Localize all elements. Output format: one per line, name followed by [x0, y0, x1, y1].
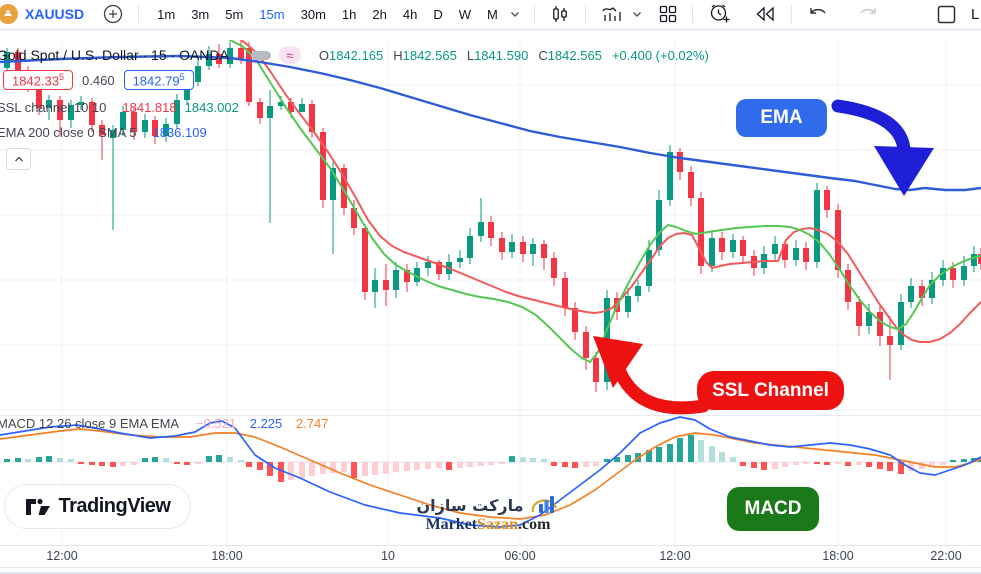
macd-annotation-label: MACD: [727, 487, 819, 531]
timeframe-button-1m[interactable]: 1m: [157, 6, 176, 22]
marketsazan-watermark: مارکت سازان MarketSazan.com: [383, 492, 593, 534]
time-label: 18:00: [211, 549, 243, 563]
ema-arrow-icon: [831, 99, 934, 196]
timeframe-button-2h[interactable]: 2h: [372, 6, 387, 22]
timeframe-chevron-icon[interactable]: [506, 2, 524, 26]
watermark-site-text: MarketSazan.com: [425, 516, 551, 533]
clipped-right-text: L: [971, 5, 980, 23]
low-label: L: [466, 47, 475, 63]
ssl-red-value: 1841.818: [122, 100, 177, 115]
toolbar-divider: [533, 5, 535, 23]
close-label: C: [538, 47, 548, 63]
watermark-bars-icon: [531, 496, 557, 513]
undo-icon[interactable]: [802, 2, 834, 26]
watermark-persian-text: مارکت سازان: [416, 495, 524, 515]
ssl-green-value: 1843.002: [184, 100, 239, 115]
timeframe-button-4h[interactable]: 4h: [402, 6, 418, 22]
symbol-legend-row: Gold Spot / U.S. Dollar · 15 · OANDA ≈ O…: [0, 46, 709, 64]
redo-icon[interactable]: [852, 2, 884, 26]
quote-row: 1842.335 0.460 1842.795: [3, 70, 194, 91]
bar-replay-icon[interactable]: [749, 2, 781, 26]
axis-separator: [0, 545, 981, 546]
chart-title[interactable]: Gold Spot / U.S. Dollar · 15 · OANDA: [0, 47, 229, 63]
high-value: 1842.565: [402, 47, 457, 63]
high-label: H: [393, 47, 403, 63]
toolbar-divider: [138, 5, 140, 23]
timeframe-button-3m[interactable]: 3m: [191, 6, 210, 22]
chart-style-candles-icon[interactable]: [545, 2, 575, 26]
tradingview-logo[interactable]: TradingView: [4, 484, 191, 529]
time-axis[interactable]: 12:00 18:00 10 06:00 12:00 18:00 22:00: [0, 546, 981, 567]
macd-chart[interactable]: [0, 415, 981, 545]
macd-signal-value: 2.747: [295, 416, 329, 431]
price-chart[interactable]: [0, 40, 981, 415]
toolbar-divider: [790, 5, 792, 23]
ema-indicator-label: EMA 200 close 0 SMA 5: [0, 125, 137, 140]
sell-price-button[interactable]: 1842.335: [3, 70, 74, 91]
close-value: 1842.565: [547, 47, 602, 63]
page-bottom-line: [0, 572, 981, 574]
time-label: 22:00: [930, 549, 962, 563]
macd-indicator-label: MACD 12 26 close 9 EMA EMA: [0, 416, 179, 431]
ssl-indicator-label: SSL channel 10 10: [0, 100, 107, 115]
time-label: 06:00: [504, 549, 536, 563]
time-label: 18:00: [822, 549, 854, 563]
ema-annotation-label: EMA: [736, 99, 827, 137]
toolbar-right-group: L: [932, 0, 981, 28]
approx-badge-icon[interactable]: ≈: [278, 46, 301, 64]
ema-indicator-row[interactable]: EMA 200 close 0 SMA 5 1836.109: [0, 125, 207, 140]
ema-value: 1836.109: [152, 125, 207, 140]
spread-value: 0.460: [82, 72, 115, 88]
symbol-logo-icon: [0, 4, 18, 24]
layout-grid-icon[interactable]: [654, 2, 682, 26]
toolbar-divider: [584, 5, 586, 23]
time-label: 12:00: [46, 549, 78, 563]
ssl-annotation-label: SSL Channel: [697, 371, 844, 410]
macd-hist-value: −0.521: [195, 416, 237, 431]
compare-add-icon[interactable]: [98, 2, 128, 26]
axis-bottom-line: [0, 567, 981, 568]
timeframe-group: 1m 3m 5m 15m 30m 1h 2h 4h D W M: [149, 4, 506, 25]
macd-indicator-row[interactable]: MACD 12 26 close 9 EMA EMA −0.521 2.225 …: [0, 416, 328, 431]
low-value: 1841.590: [474, 47, 529, 63]
tradingview-icon: [25, 498, 50, 515]
timeframe-button-M[interactable]: M: [486, 6, 498, 22]
top-toolbar: XAUUSD 1m 3m 5m 15m 30m 1h 2h 4h D W M: [0, 0, 981, 28]
timeframe-button-5m[interactable]: 5m: [225, 6, 244, 22]
indicators-icon[interactable]: [596, 2, 628, 26]
macd-line-value: 2.225: [249, 416, 283, 431]
buy-price-button[interactable]: 1842.795: [123, 70, 194, 91]
time-label: 10: [381, 549, 395, 563]
alert-add-icon[interactable]: [703, 2, 735, 26]
timeframe-button-15m[interactable]: 15m: [259, 6, 285, 22]
timeframe-button-W[interactable]: W: [458, 6, 471, 22]
screenshot-square-icon[interactable]: [932, 2, 961, 26]
pane-separator[interactable]: [0, 415, 981, 416]
legend-collapse-button[interactable]: [6, 148, 31, 170]
toolbar-divider: [691, 5, 693, 23]
ssl-indicator-row[interactable]: SSL channel 10 10 1841.818 1843.002: [0, 100, 239, 115]
change-value: +0.400 (+0.02%): [611, 47, 709, 63]
toolbar-separator: [0, 28, 981, 31]
indicators-chevron-icon[interactable]: [628, 2, 646, 26]
tradingview-text: TradingView: [58, 495, 171, 517]
ssl-arrow-icon: [593, 336, 710, 415]
symbol-name[interactable]: XAUUSD: [25, 6, 85, 22]
open-label: O: [318, 47, 329, 63]
timeframe-button-1h[interactable]: 1h: [341, 6, 357, 22]
legend-dash-icon[interactable]: [250, 50, 271, 60]
timeframe-button-30m[interactable]: 30m: [300, 6, 326, 22]
time-label: 12:00: [659, 549, 691, 563]
timeframe-button-D[interactable]: D: [433, 6, 443, 22]
ohlc-values: O1842.165 H1842.565 L1841.590 C1842.565 …: [319, 48, 709, 63]
open-value: 1842.165: [328, 47, 384, 63]
